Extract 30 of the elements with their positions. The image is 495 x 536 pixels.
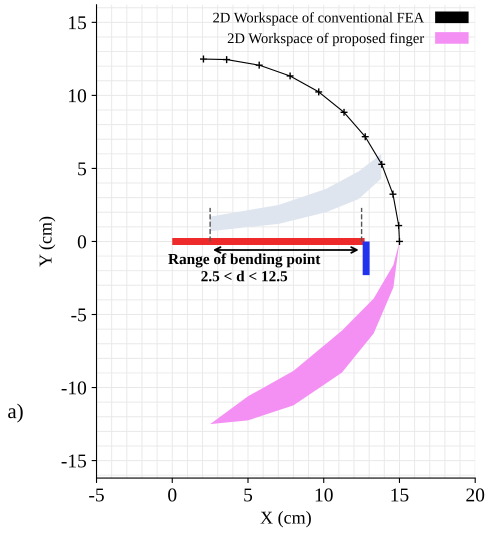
x-tick-label: 15 bbox=[391, 488, 408, 502]
y-tick-label: 0 bbox=[78, 235, 86, 248]
y-tick-label: -15 bbox=[62, 454, 86, 468]
point bbox=[395, 237, 404, 246]
x-axis-title: X (cm) bbox=[260, 511, 311, 528]
point bbox=[199, 54, 208, 64]
text: a) bbox=[8, 404, 23, 423]
point bbox=[378, 160, 386, 169]
x-tick-label: 0 bbox=[168, 488, 176, 502]
x-tick-label: -5 bbox=[89, 488, 104, 502]
point bbox=[286, 72, 294, 80]
y-axis-title: Y (cm) bbox=[38, 216, 56, 267]
y-tick-label: -10 bbox=[62, 381, 86, 394]
x-tick-label: 5 bbox=[244, 488, 252, 502]
y-tick-label: 5 bbox=[78, 162, 86, 176]
point bbox=[222, 55, 231, 64]
y-tick-label: 10 bbox=[69, 89, 86, 102]
x-tick-label: 20 bbox=[466, 488, 484, 502]
point bbox=[388, 190, 398, 198]
point bbox=[255, 60, 264, 70]
y-tick-label: -5 bbox=[71, 308, 86, 322]
x-tick-label: 10 bbox=[316, 488, 333, 502]
legend-label: 2D Workspace of conventional FEA bbox=[213, 12, 424, 26]
point bbox=[340, 108, 348, 117]
point bbox=[314, 88, 323, 96]
legend-label: 2D Workspace of proposed finger bbox=[228, 32, 424, 46]
annotation: Range of bending point 2.5 < d < 12.5 bbox=[168, 253, 320, 282]
y-tick-label: 15 bbox=[69, 16, 86, 30]
point bbox=[361, 132, 370, 141]
point bbox=[394, 221, 403, 230]
